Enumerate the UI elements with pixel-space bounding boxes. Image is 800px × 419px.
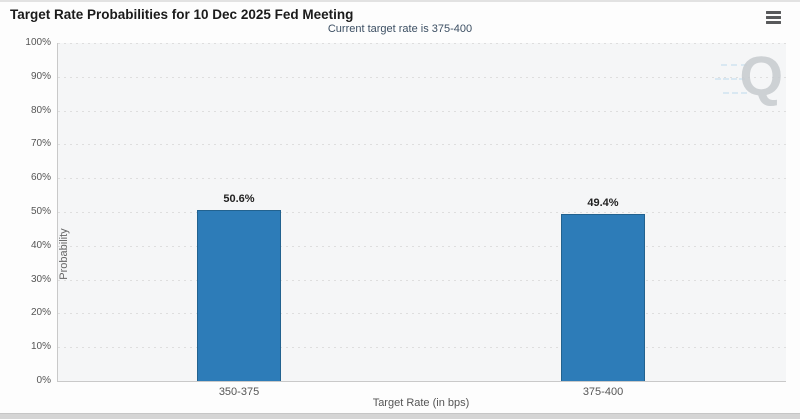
gridline (58, 246, 786, 247)
gridline (58, 144, 786, 145)
x-axis-title: Target Rate (in bps) (372, 397, 470, 409)
y-tick-label: 90% (30, 71, 51, 82)
bar-375-400[interactable] (561, 214, 645, 381)
gridline (58, 347, 786, 348)
bar-value-label: 49.4% (587, 197, 619, 209)
gridline (58, 212, 786, 213)
bar-350-375[interactable] (197, 210, 281, 381)
gridline (58, 280, 786, 281)
hamburger-menu-icon (764, 11, 782, 24)
bar-value-label: 50.6% (223, 193, 255, 205)
chart-title: Target Rate Probabilities for 10 Dec 202… (10, 7, 354, 22)
bottom-divider (0, 413, 800, 419)
y-tick-label: 60% (30, 172, 51, 183)
y-tick-label: 0% (36, 375, 51, 386)
chart-subtitle: Current target rate is 375-400 (327, 23, 473, 35)
y-tick-label: 20% (30, 307, 51, 318)
y-tick-label: 70% (30, 138, 51, 149)
y-tick-label: 50% (30, 206, 51, 217)
y-tick-label: 40% (30, 240, 51, 251)
gridline (58, 313, 786, 314)
x-tick-label: 375-400 (582, 386, 624, 398)
x-tick-label: 350-375 (218, 386, 260, 398)
gridline (58, 178, 786, 179)
y-axis-title: Probability (58, 228, 70, 280)
gridline (58, 111, 786, 112)
chart-context-menu-button[interactable] (762, 9, 784, 29)
y-tick-label: 10% (30, 341, 51, 352)
y-tick-label: 100% (25, 37, 51, 48)
top-divider (0, 0, 800, 2)
gridline (58, 43, 786, 44)
y-tick-label: 30% (30, 274, 51, 285)
gridline (58, 77, 786, 78)
y-tick-label: 80% (30, 105, 51, 116)
